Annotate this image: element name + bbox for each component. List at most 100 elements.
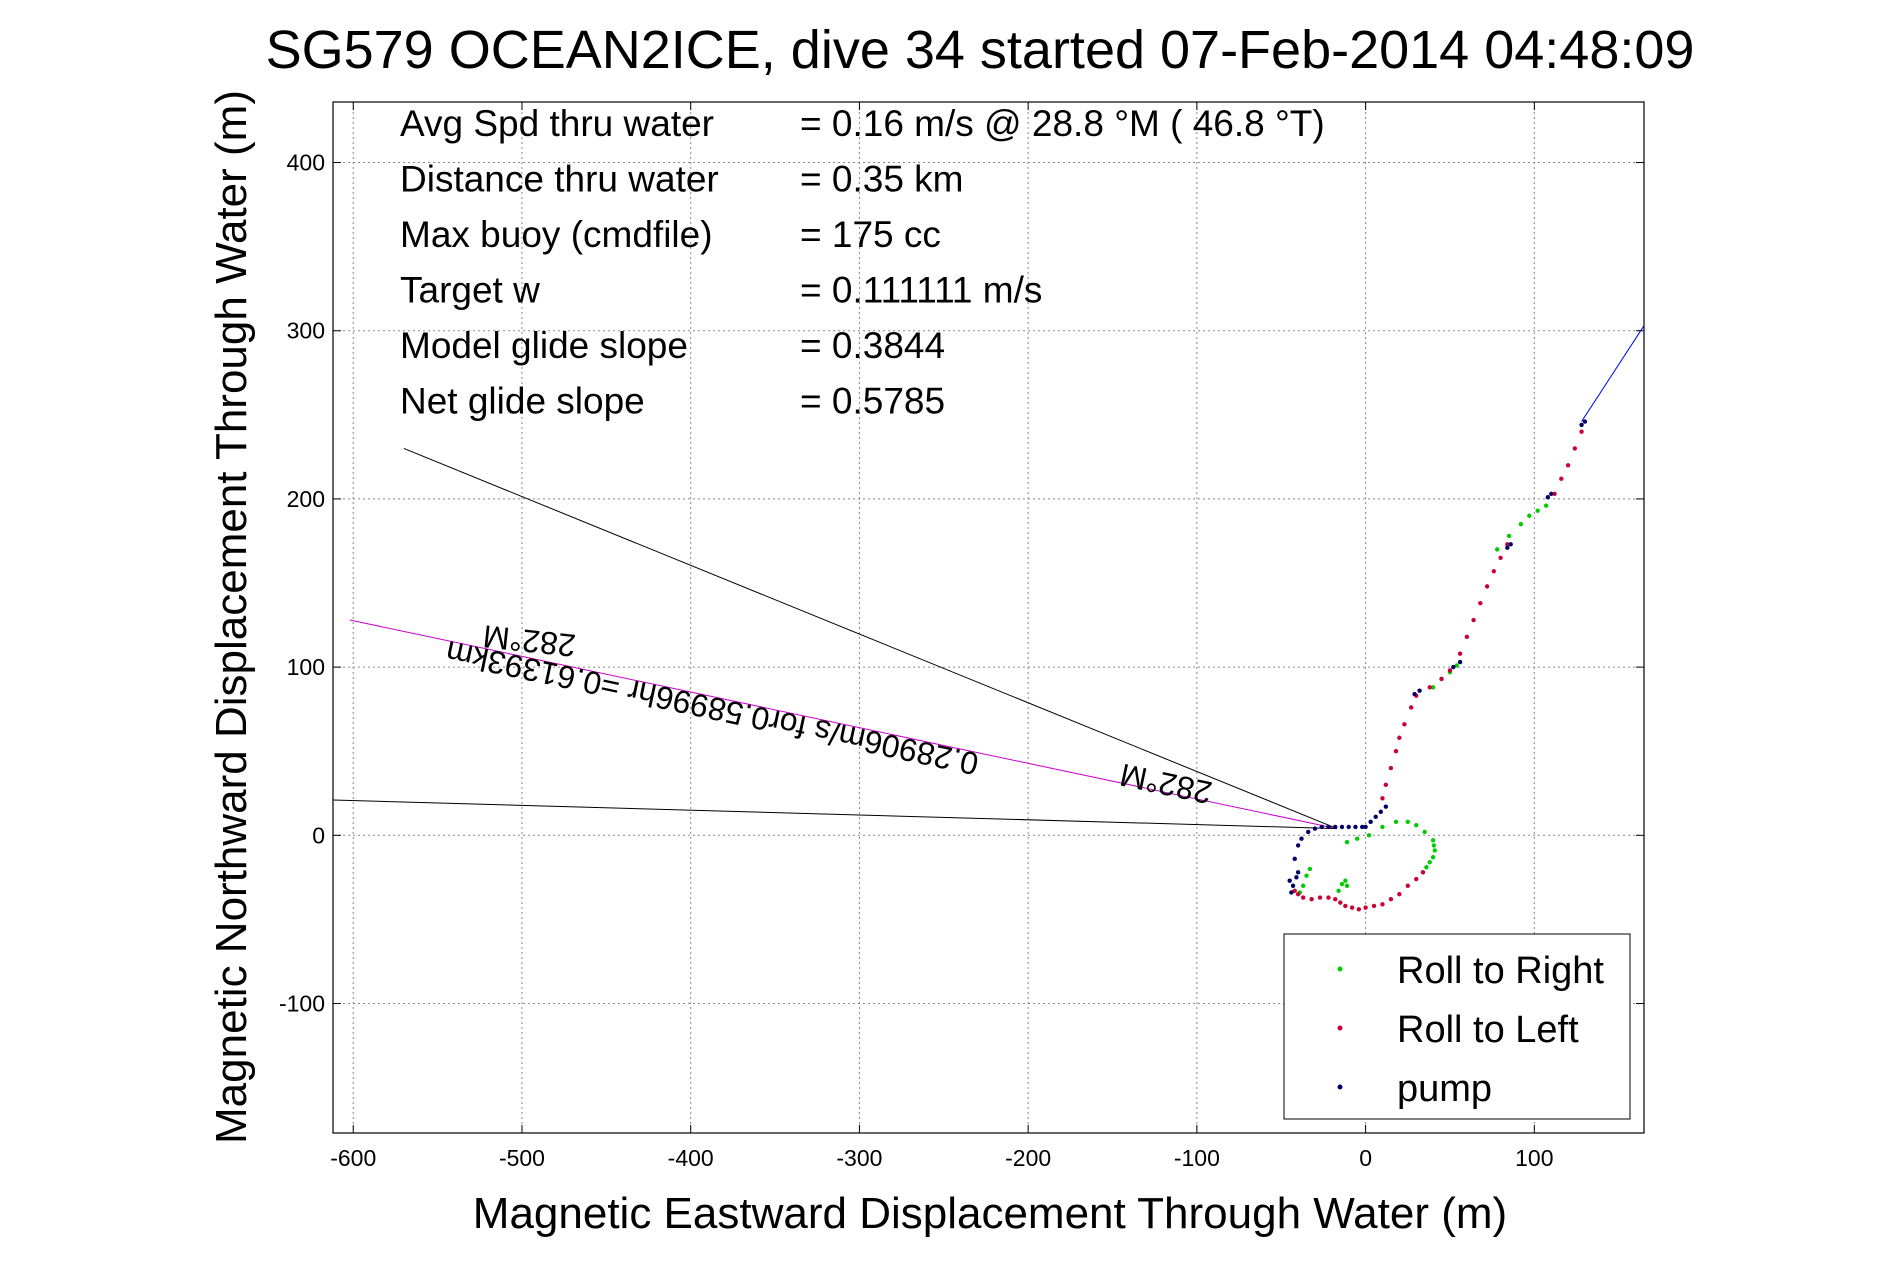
stat-label: Target w — [400, 270, 540, 311]
pump-point — [1451, 664, 1456, 670]
roll-to-right-point — [1430, 838, 1436, 843]
roll-to-left-point — [1439, 676, 1444, 682]
roll-to-right-point — [1300, 883, 1306, 888]
pump-point — [1545, 495, 1551, 500]
roll-to-right-point — [1422, 829, 1427, 835]
pump-point — [1289, 890, 1294, 895]
stats-box: Avg Spd thru water = 0.16 m/s @ 28.8 °M (… — [400, 103, 1325, 422]
roll-to-left-point — [1505, 542, 1510, 547]
x-tick-label: -300 — [836, 1145, 882, 1171]
x-tick-label: 0 — [1359, 1145, 1372, 1171]
stat-value: = 0.111111 m/s — [800, 270, 1042, 311]
roll-to-left-point — [1491, 569, 1497, 574]
roll-to-left-point — [1572, 446, 1578, 451]
roll-to-right-point — [1427, 860, 1432, 865]
stat-label: Model glide slope — [400, 325, 688, 366]
stat-label: Net glide slope — [400, 381, 645, 422]
pump-point — [1353, 824, 1358, 830]
pump-point — [1312, 826, 1318, 831]
pump-point — [1333, 824, 1338, 830]
y-tick-label: -100 — [279, 990, 325, 1016]
pump-point — [1306, 829, 1311, 835]
roll-to-right-point — [1354, 836, 1360, 841]
roll-to-left-point — [1484, 584, 1490, 589]
ticks: -600 -500 -400 -300 -200 -100 0 100 -100 0 100 200 3… — [279, 102, 1644, 1171]
pump-point — [1287, 878, 1292, 883]
roll-to-right-point — [1393, 819, 1399, 825]
roll-to-left-point — [1402, 722, 1407, 727]
x-tick-label: 100 — [1515, 1145, 1553, 1171]
pump-point — [1339, 824, 1345, 830]
pump-point — [1292, 856, 1297, 862]
pump-point — [1417, 688, 1422, 693]
legend-marker-pump — [1337, 1084, 1343, 1090]
stat-value: = 0.3844 — [800, 325, 945, 366]
pump-point — [1295, 843, 1301, 848]
roll-to-left-point — [1565, 463, 1571, 468]
legend-marker-roll-to-right — [1337, 966, 1343, 972]
pump-point — [1294, 875, 1299, 880]
roll-to-right-point — [1495, 547, 1500, 552]
y-axis-label: Magnetic Northward Displacement Through … — [207, 90, 256, 1144]
roll-to-right-point — [1430, 685, 1436, 690]
roll-to-left-point — [1397, 891, 1402, 897]
legend: Roll to Right Roll to Left pump — [1283, 933, 1631, 1120]
grid — [333, 102, 1644, 1133]
legend-label-pump: pump — [1397, 1068, 1492, 1110]
legend-marker-roll-to-left — [1337, 1025, 1343, 1031]
roll-to-left-point — [1383, 782, 1389, 788]
current-line-upper — [403, 448, 1338, 830]
roll-to-left-point — [1559, 476, 1564, 481]
roll-to-right-point — [1424, 865, 1429, 870]
data-points — [1287, 419, 1588, 912]
roll-to-right-point — [1307, 866, 1313, 872]
pump-point — [1319, 824, 1324, 830]
y-tick-label: 300 — [287, 318, 325, 344]
roll-to-right-point — [1405, 819, 1410, 825]
stat-value: = 0.16 m/s @ 28.8 °M ( 46.8 °T) — [800, 103, 1325, 144]
roll-to-left-point — [1427, 685, 1432, 690]
roll-to-right-point — [1366, 833, 1372, 838]
pump-point — [1368, 819, 1373, 825]
x-tick-label: -600 — [330, 1145, 376, 1171]
roll-to-right-point — [1543, 503, 1549, 508]
annotation-label: 282°M — [1117, 757, 1215, 812]
roll-to-left-point — [1326, 895, 1331, 900]
pump-point — [1412, 691, 1417, 697]
track-extension — [1581, 325, 1645, 422]
pump-point — [1383, 804, 1389, 809]
pump-point — [1579, 422, 1584, 428]
x-axis-label: Magnetic Eastward Displacement Through W… — [473, 1189, 1507, 1238]
roll-to-left-point — [1420, 870, 1426, 875]
roll-to-left-point — [1292, 888, 1297, 894]
pump-point — [1457, 659, 1463, 665]
roll-to-left-point — [1552, 491, 1557, 497]
roll-to-right-point — [1535, 508, 1540, 513]
plot-frame — [332, 101, 1645, 1134]
roll-to-left-point — [1388, 765, 1394, 771]
pump-point — [1549, 491, 1554, 497]
y-tick-label: 100 — [287, 654, 325, 680]
pump-point — [1290, 883, 1296, 888]
roll-to-left-point — [1408, 705, 1414, 710]
x-tick-label: -500 — [499, 1145, 545, 1171]
roll-to-left-point — [1380, 796, 1385, 801]
pump-point — [1505, 545, 1510, 550]
x-tick-label: -100 — [1174, 1145, 1220, 1171]
roll-to-right-point — [1344, 839, 1350, 845]
roll-to-right-point — [1518, 521, 1524, 527]
stat-label: Distance thru water — [400, 159, 719, 200]
roll-to-right-point — [1380, 824, 1385, 830]
y-tick-label: 0 — [312, 822, 325, 848]
pump-point — [1326, 824, 1331, 830]
legend-label-roll-to-right: Roll to Right — [1397, 950, 1604, 992]
x-tick-label: -200 — [1005, 1145, 1051, 1171]
annotation-label: 0.28906m/s for0.58996hr =0.61393km — [442, 634, 981, 782]
roll-to-left-point — [1464, 634, 1470, 640]
roll-to-left-point — [1356, 907, 1362, 912]
roll-to-right-point — [1506, 533, 1512, 539]
roll-to-left-point — [1457, 651, 1463, 656]
roll-to-left-point — [1349, 905, 1355, 910]
reference-lines — [332, 325, 1645, 830]
